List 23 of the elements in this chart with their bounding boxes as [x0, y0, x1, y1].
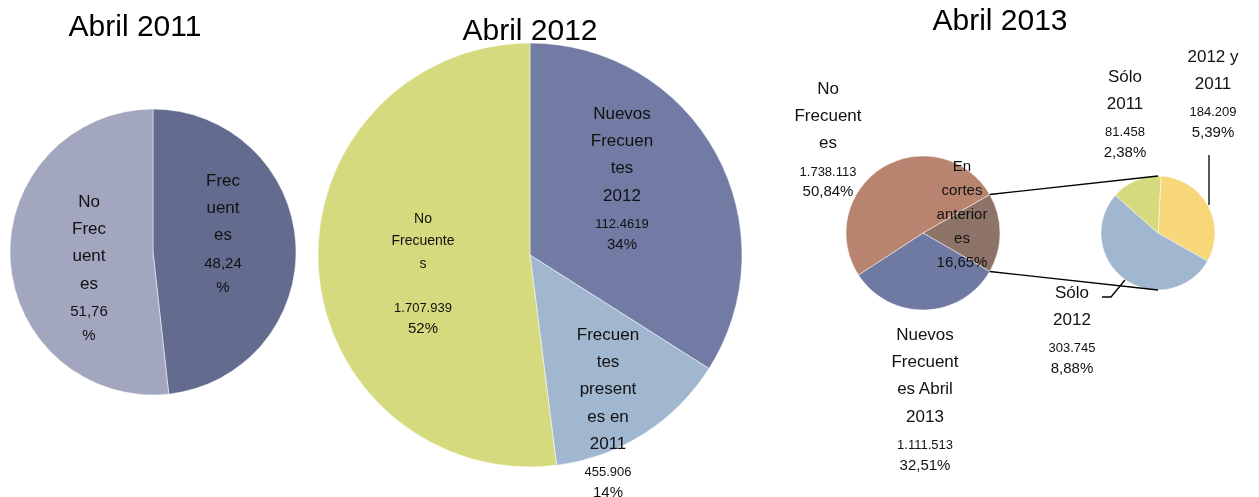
slice-label: No Frecuentes [794, 79, 862, 153]
data-label: 1.738.113 50,84% [799, 163, 857, 200]
data-label: 1.111.513 32,51% [897, 436, 953, 473]
slice-label: Nuevos Frecuentes Abril 2013 [891, 325, 959, 426]
data-label: 303.745 8,88% [1048, 340, 1096, 377]
chart-title: Abril 2012 [462, 13, 598, 46]
data-label: 51,76% [70, 301, 108, 343]
slice-label: 2012 y 2011 [1187, 47, 1240, 94]
slice-label: Sólo 2012 [1053, 283, 1091, 330]
data-label: 1.707.939 52% [394, 300, 452, 336]
chart-title: Abril 2013 [932, 3, 1068, 36]
data-label: 455.906 14% [584, 464, 632, 497]
slice-label: Frecuentes [206, 171, 241, 245]
slice-label: Nuevos Frecuentes 2012 [590, 104, 654, 205]
data-label: 112.4619 34% [595, 215, 649, 252]
slice-label: No Frecuentes [391, 210, 455, 271]
slice-label: Frecuentes presentes en 2011 [576, 325, 640, 453]
data-label: 184.209 5,39% [1189, 104, 1237, 141]
chart-title: Abril 2011 [68, 9, 202, 42]
data-label: 48,24% [204, 253, 242, 295]
slice-label: Sólo 2011 [1106, 67, 1144, 114]
data-label: 81.458 2,38% [1103, 124, 1147, 161]
slice-label: No Frecuentes [72, 192, 107, 293]
